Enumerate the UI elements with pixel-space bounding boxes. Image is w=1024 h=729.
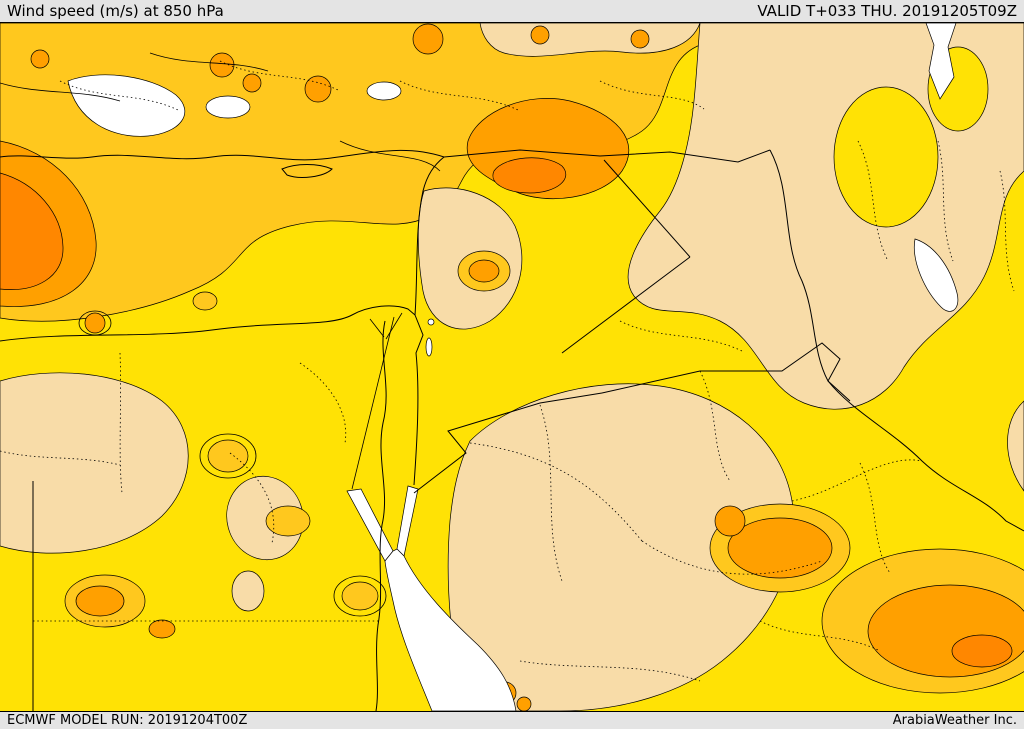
nile-delta <box>369 312 403 340</box>
cyprus-island <box>281 164 333 178</box>
model-run-label: ECMWF MODEL RUN: 20191204T00Z <box>7 713 248 728</box>
caspian-sea <box>925 23 957 100</box>
dead-sea <box>425 337 433 357</box>
admin-border-layer <box>0 60 1015 682</box>
footer-bar: ECMWF MODEL RUN: 20191204T00Z ArabiaWeat… <box>0 712 1024 729</box>
black-sea-calm-area <box>67 74 186 137</box>
branding-label: ArabiaWeather Inc. <box>892 713 1017 728</box>
water-layer <box>346 23 959 711</box>
red-sea <box>384 548 517 711</box>
persian-gulf <box>913 238 959 312</box>
weather-map <box>0 22 1024 712</box>
sea-of-galilee <box>427 318 435 326</box>
header-bar: Wind speed (m/s) at 850 hPa VALID T+033 … <box>0 0 1024 22</box>
map-title: Wind speed (m/s) at 850 hPa <box>7 2 224 20</box>
nile-river <box>375 320 387 711</box>
wind-fill-layer <box>0 23 1024 711</box>
mediterranean-coastline <box>0 149 446 342</box>
wind-speed-map-svg <box>0 23 1024 711</box>
contour-detail-layer <box>0 52 441 617</box>
suez-canal <box>351 316 395 490</box>
valid-time: VALID T+033 THU. 20191205T09Z <box>757 2 1017 20</box>
